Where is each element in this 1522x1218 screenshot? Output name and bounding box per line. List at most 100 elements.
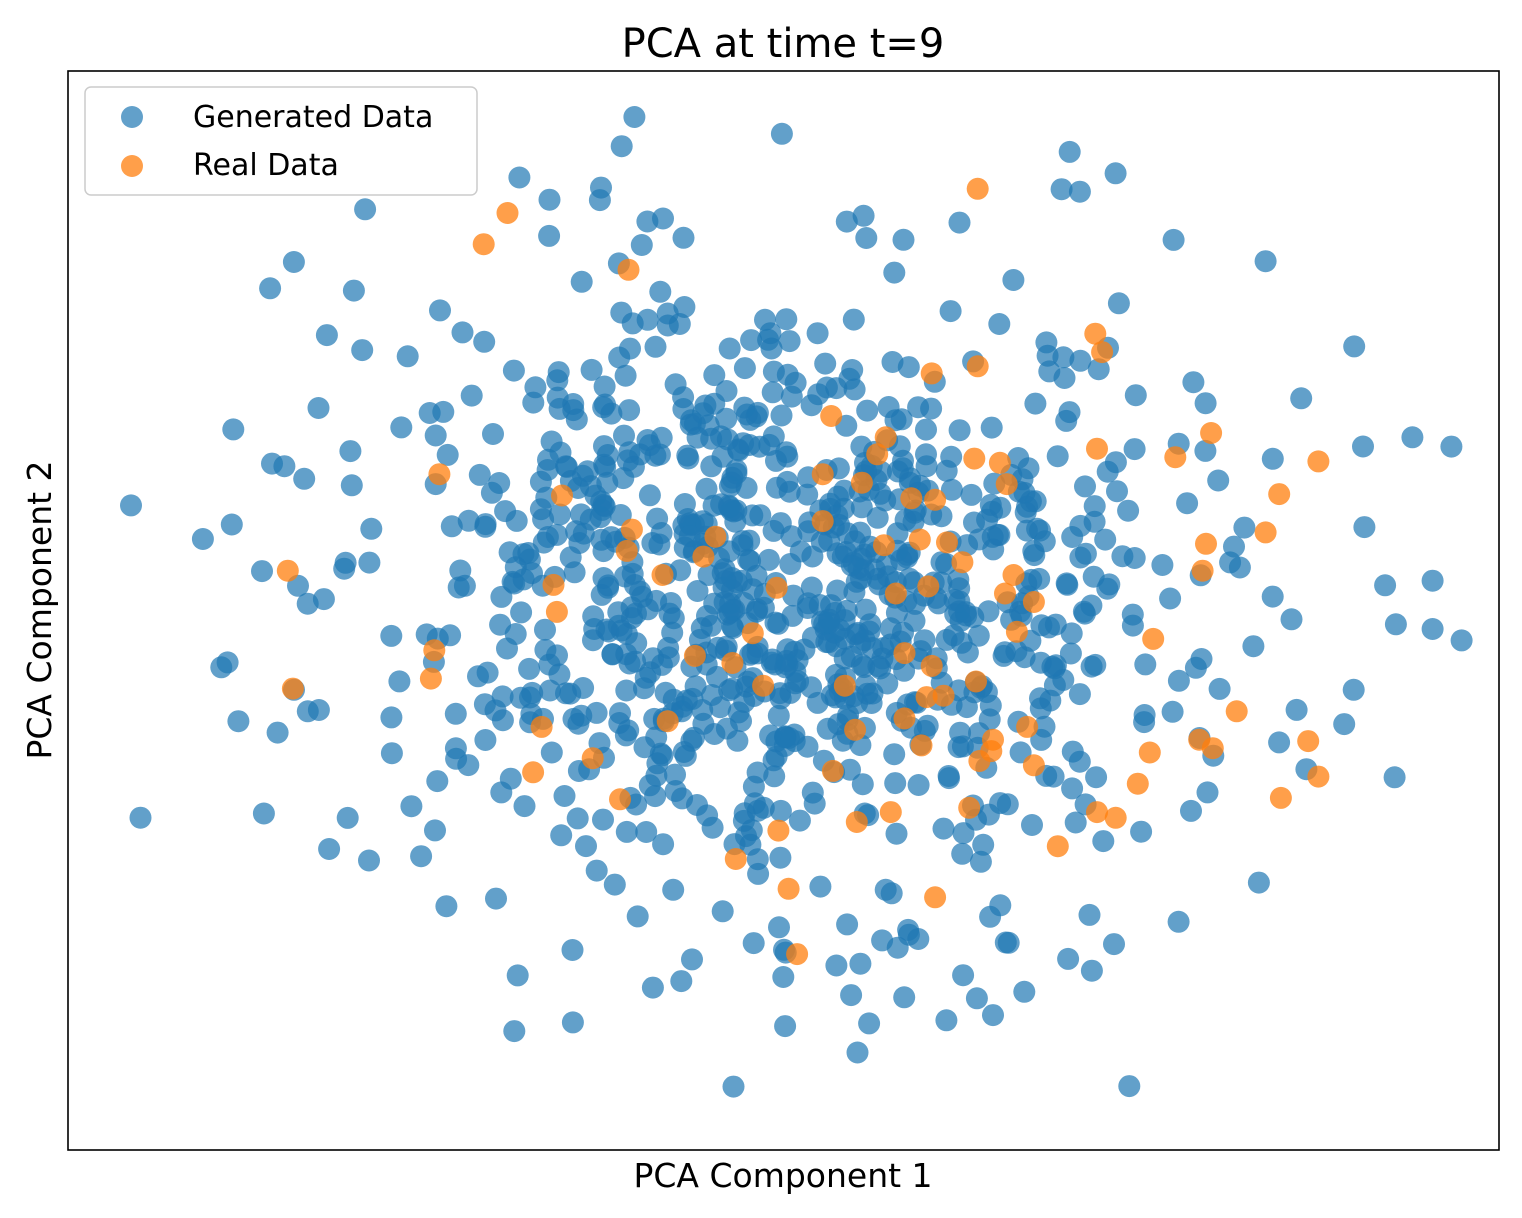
generated-point (867, 655, 890, 678)
real-point (920, 362, 943, 385)
real-point (423, 639, 446, 662)
generated-point (342, 279, 365, 302)
generated-point (532, 531, 555, 554)
generated-point (759, 724, 782, 747)
legend-box (84, 86, 478, 196)
generated-point (565, 520, 588, 543)
generated-point (1078, 903, 1101, 926)
generated-point (981, 500, 1004, 523)
generated-point (1055, 409, 1078, 432)
generated-point (1421, 569, 1444, 592)
generated-point (534, 618, 556, 641)
generated-point (537, 448, 559, 471)
generated-point (444, 737, 467, 760)
generated-point (210, 656, 233, 679)
generated-point (800, 576, 823, 599)
generated-point (636, 308, 659, 331)
generated-point (561, 939, 584, 961)
generated-point (814, 352, 837, 375)
generated-point (692, 402, 714, 425)
generated-point (1083, 495, 1106, 518)
generated-point (772, 966, 795, 988)
real-point (893, 707, 916, 730)
real-point (893, 642, 916, 665)
generated-point (1104, 451, 1127, 474)
generated-point (801, 626, 824, 649)
generated-point (686, 580, 709, 602)
generated-point (841, 359, 864, 381)
generated-point (1151, 554, 1174, 576)
generated-point (473, 693, 496, 716)
real-point (765, 576, 788, 599)
generated-point (619, 337, 641, 360)
generated-point (610, 301, 633, 324)
generated-point (1121, 614, 1144, 637)
generated-point (1162, 228, 1185, 251)
real-point (1126, 772, 1149, 795)
generated-point (775, 308, 798, 331)
generated-point (593, 453, 616, 476)
generated-point (540, 741, 563, 764)
generated-point (644, 335, 667, 358)
generated-point (700, 427, 723, 450)
generated-point (828, 618, 851, 641)
generated-point (994, 931, 1017, 954)
generated-point (1083, 510, 1106, 533)
generated-point (474, 729, 497, 751)
generated-point (613, 424, 635, 447)
generated-point (763, 765, 786, 788)
generated-point (638, 484, 661, 507)
real-point (932, 684, 955, 707)
generated-point (880, 882, 903, 905)
real-point (1307, 450, 1330, 473)
generated-point (656, 302, 679, 325)
generated-point (696, 605, 718, 627)
generated-point (129, 806, 152, 829)
generated-point (1247, 871, 1270, 894)
generated-point (681, 948, 703, 971)
real-point (1016, 715, 1039, 738)
generated-point (1094, 528, 1117, 551)
generated-point (1107, 292, 1130, 315)
real-point (879, 801, 902, 824)
generated-point (340, 474, 363, 497)
generated-point (715, 407, 738, 430)
generated-point (191, 528, 214, 550)
real-point (551, 484, 573, 507)
generated-point (738, 529, 761, 552)
real-point (1307, 765, 1330, 788)
generated-point (673, 296, 696, 318)
generated-point (1280, 608, 1303, 631)
generated-point (380, 624, 403, 647)
generated-point (220, 513, 243, 536)
generated-point (510, 601, 533, 624)
generated-point (1130, 820, 1153, 843)
generated-point (949, 610, 972, 632)
generated-point (634, 666, 657, 689)
generated-point (913, 629, 936, 652)
generated-point (488, 472, 511, 494)
generated-point (972, 833, 995, 856)
generated-point (579, 508, 602, 531)
generated-point (898, 567, 921, 590)
generated-point (761, 381, 784, 404)
real-point (1022, 754, 1045, 777)
generated-point (1401, 426, 1424, 449)
generated-point (730, 710, 752, 733)
real-point (980, 740, 1003, 763)
generated-point (650, 522, 673, 544)
generated-point (436, 443, 459, 466)
generated-point (1024, 392, 1047, 415)
real-point (821, 759, 844, 782)
generated-point (897, 923, 920, 946)
generated-point (641, 976, 664, 999)
generated-point (769, 799, 792, 822)
generated-point (630, 234, 653, 256)
real-point (276, 559, 299, 582)
generated-point (388, 670, 411, 693)
generated-point (1343, 335, 1366, 358)
generated-point (948, 211, 971, 234)
generated-point (518, 657, 541, 680)
generated-point (498, 541, 521, 564)
generated-point (1219, 551, 1242, 574)
